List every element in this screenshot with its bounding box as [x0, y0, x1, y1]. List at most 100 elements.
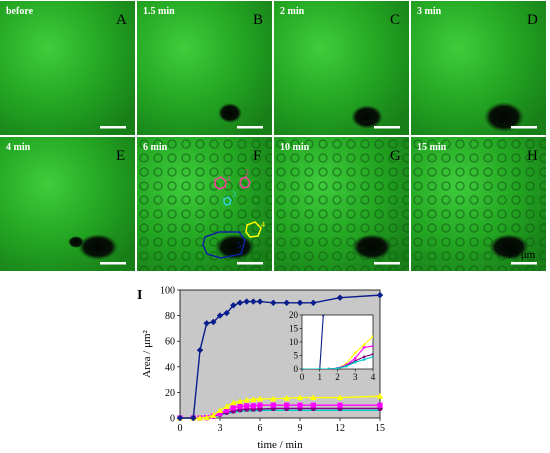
- data-point: [230, 405, 236, 411]
- inset-series: [302, 315, 373, 369]
- panel-time-label: 4 min: [6, 142, 31, 153]
- data-point: [230, 302, 237, 309]
- dark-spot: [68, 236, 84, 248]
- inset-chart: 0 1 2 3 4 0 5 10 15 20: [289, 310, 376, 382]
- scale-bar-label: 10 μm: [507, 249, 536, 261]
- data-point: [244, 403, 250, 409]
- panel-time-label: 1.5 min: [143, 6, 175, 17]
- inset-plot-area: [301, 314, 374, 370]
- micrograph-image: [411, 1, 546, 135]
- dark-spot: [218, 103, 242, 123]
- data-point: [176, 414, 184, 422]
- data-point: [237, 403, 243, 410]
- panel-e: 4 min E: [0, 137, 135, 271]
- region-outline-5: [202, 231, 246, 259]
- inset-x-tick-label: 0: [300, 372, 305, 382]
- inset-data-point: [345, 365, 348, 368]
- y-tick-label: 0: [170, 414, 175, 425]
- y-tick-label: 100: [160, 286, 175, 297]
- region-label: 2: [245, 168, 249, 177]
- inset-data-point: [371, 355, 373, 359]
- data-point: [230, 399, 237, 406]
- data-point: [250, 403, 256, 409]
- data-point: [223, 403, 230, 410]
- data-point: [297, 402, 303, 408]
- figure-letter: I: [137, 288, 142, 303]
- data-point: [283, 299, 290, 306]
- region-outline-1: [214, 176, 227, 190]
- region-label: 5: [237, 241, 241, 250]
- scale-bar: [511, 126, 537, 129]
- panel-g: 10 min G: [274, 137, 409, 271]
- inset-data-point: [318, 367, 322, 369]
- x-tick-label: 3: [218, 423, 223, 434]
- inset-x-tick-label: 2: [335, 372, 340, 382]
- inset-x-tick-label: 3: [353, 372, 358, 382]
- panel-f: 6 min F 1 2 3 4 5: [137, 137, 272, 271]
- inset-data-point: [362, 343, 366, 347]
- data-point: [270, 402, 276, 408]
- data-point: [310, 394, 317, 401]
- panel-letter: A: [116, 12, 127, 28]
- data-point: [336, 394, 344, 401]
- data-point: [210, 412, 217, 418]
- panel-letter: H: [527, 148, 538, 164]
- inset-y-tick-label: 5: [294, 351, 299, 361]
- data-point: [250, 396, 257, 402]
- region-outline-2: [239, 176, 251, 189]
- data-point: [203, 320, 210, 327]
- data-point: [376, 291, 384, 299]
- panel-letter: G: [390, 148, 401, 164]
- panel-time-label: 3 min: [417, 6, 442, 17]
- inset-y-tick-label: 15: [289, 324, 299, 334]
- panel-c: 2 min C: [274, 1, 409, 135]
- micrograph-image: [274, 1, 409, 135]
- data-point: [203, 414, 210, 421]
- data-point: [243, 298, 250, 305]
- y-axis-label: Area / μm²: [141, 329, 153, 377]
- data-point: [296, 299, 304, 306]
- panel-letter: B: [253, 12, 263, 28]
- data-point: [250, 298, 257, 305]
- inset-data-point: [322, 315, 325, 317]
- panel-b: 1.5 min B: [137, 1, 272, 135]
- data-point: [256, 395, 264, 402]
- inset-series-line: [302, 336, 373, 369]
- data-point: [196, 414, 204, 421]
- inset-x-tick-label: 4: [371, 372, 376, 382]
- data-point: [224, 407, 230, 413]
- inset-y-tick-label: 10: [289, 337, 299, 347]
- region-label: 4: [261, 220, 265, 229]
- inset-data-point: [302, 367, 304, 369]
- data-point: [336, 294, 344, 301]
- dark-spot: [351, 105, 383, 129]
- scale-bar: [511, 262, 537, 265]
- x-tick-label: 12: [335, 423, 345, 434]
- region-label: 1: [227, 174, 231, 183]
- x-tick-label: 9: [298, 423, 303, 434]
- scale-bar: [237, 262, 263, 265]
- inset-data-point: [362, 355, 366, 359]
- x-axis-label: time / min: [257, 439, 303, 451]
- panel-time-label: 6 min: [143, 142, 168, 153]
- inset-y-tick-label: 20: [289, 310, 299, 320]
- data-point: [310, 402, 316, 408]
- data-point: [376, 393, 384, 399]
- data-point: [283, 394, 290, 401]
- inset-data-point: [353, 356, 357, 360]
- y-tick-label: 40: [165, 362, 175, 373]
- inset-data-point: [353, 360, 357, 364]
- scale-bar: [100, 126, 126, 129]
- data-point: [284, 402, 290, 408]
- region-outline-4: [245, 221, 262, 238]
- panel-a: before A: [0, 1, 135, 135]
- x-tick-label: 0: [178, 423, 183, 434]
- data-point: [256, 298, 264, 305]
- panel-time-label: 15 min: [417, 142, 447, 153]
- inset-data-point: [362, 346, 366, 349]
- x-tick-label: 6: [258, 423, 263, 434]
- data-point: [270, 299, 277, 306]
- micrograph-image: [0, 1, 135, 135]
- data-point: [217, 410, 223, 417]
